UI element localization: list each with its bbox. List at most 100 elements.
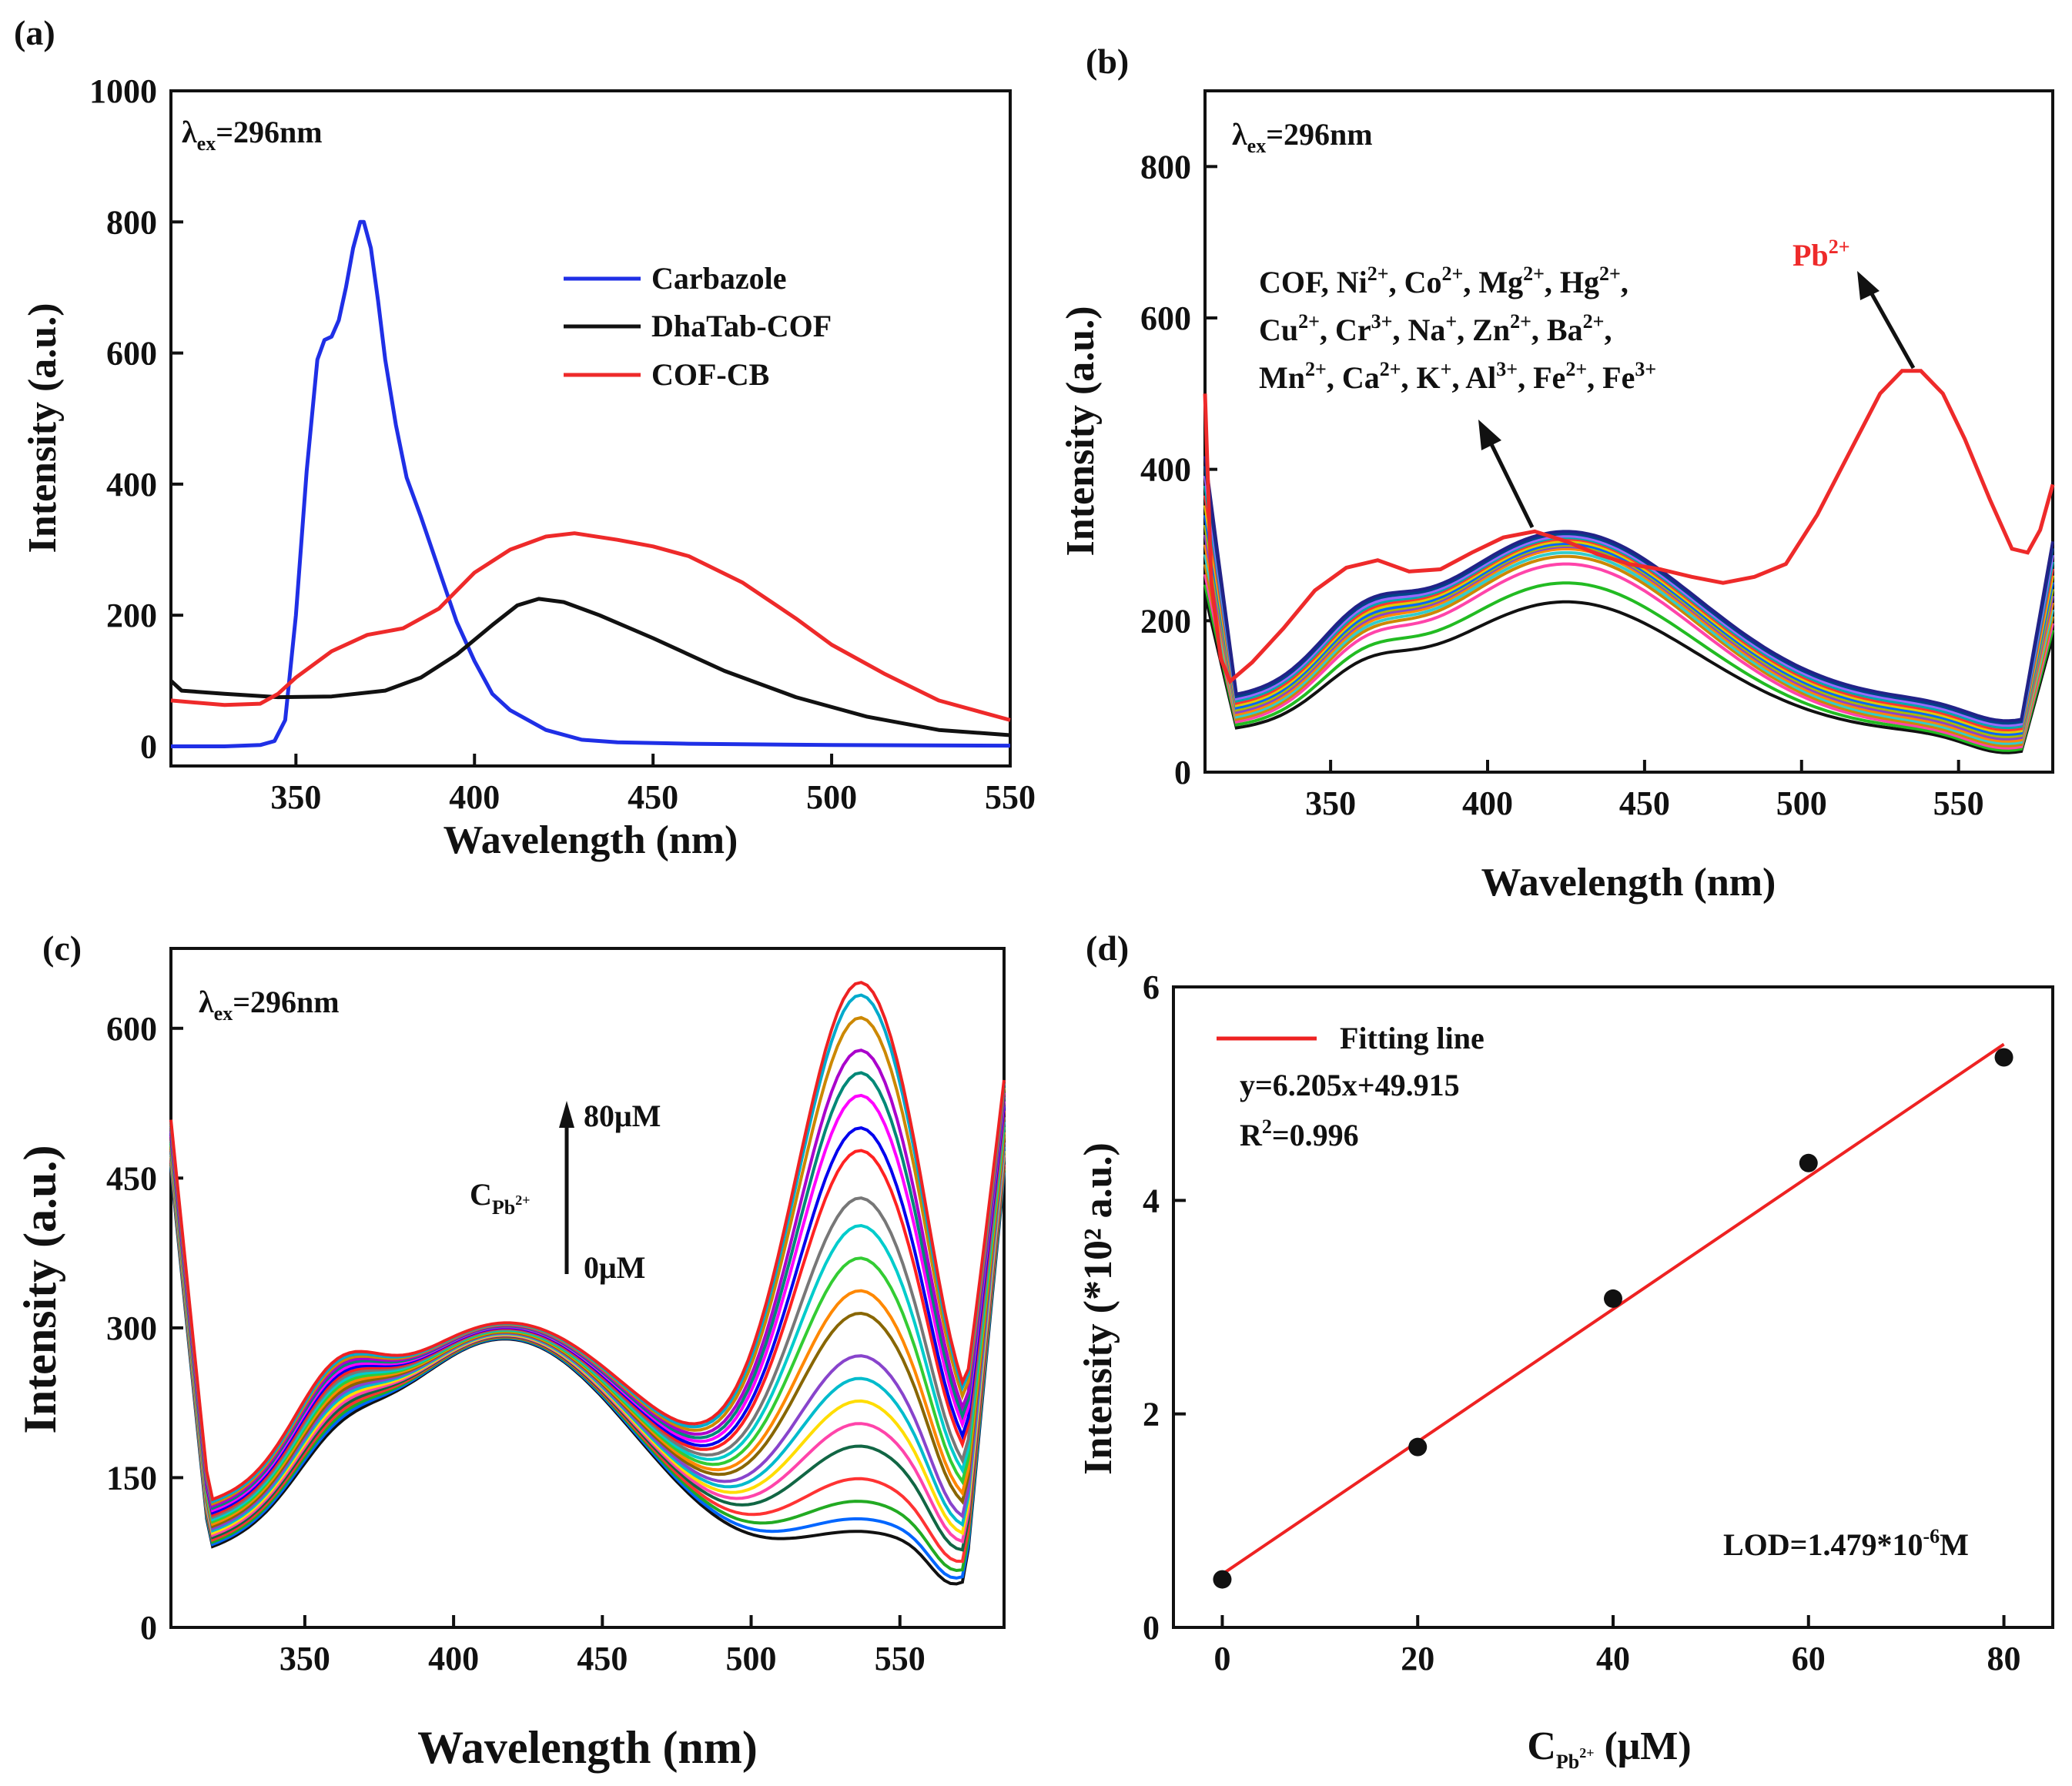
panel-d-series <box>1213 1042 2013 1589</box>
x-tick-label: 60 <box>1792 1640 1826 1677</box>
panel-d-x-title: CPb2+ (μM) <box>1527 1724 1691 1773</box>
y-tick-label: 1000 <box>89 72 157 110</box>
ion-spectrum <box>1203 581 2054 752</box>
x-tick-label: 40 <box>1596 1640 1630 1677</box>
fit-equation: y=6.205x+49.915 <box>1240 1068 1460 1102</box>
x-tick-label: 500 <box>726 1640 777 1677</box>
series-dhatab-cof <box>169 597 1011 737</box>
y-tick-label: 200 <box>106 597 157 634</box>
data-point <box>1213 1570 1232 1589</box>
pb-label: Pb2+ <box>1792 236 1850 273</box>
x-tick-label: 350 <box>1305 784 1356 822</box>
panel-c-ticks: 350 400 450 500 550 0 150 300 450 600 <box>106 1010 926 1677</box>
panel-d-y-title: Intensity (*10² a.u.) <box>1076 1142 1120 1475</box>
panel-a-ticks: 350 400 450 500 550 0 200 400 600 800 1000 <box>89 72 1036 816</box>
y-tick-label: 0 <box>140 727 157 765</box>
y-tick-label: 600 <box>1140 299 1191 337</box>
series-cof-cb <box>170 531 1011 722</box>
panel-b-ticks: 350 400 450 500 550 0 200 400 600 800 <box>1140 148 1984 822</box>
y-tick-label: 2 <box>1143 1396 1160 1433</box>
ion-spectrum <box>1203 466 2054 725</box>
y-tick-label: 400 <box>1140 451 1191 489</box>
panel-a: (a) 350 400 450 500 550 0 200 400 600 800 1000 λex… <box>14 13 1036 862</box>
ion-spectrum <box>1203 485 2054 730</box>
ion-spectrum <box>1203 495 2054 732</box>
data-point <box>1799 1153 1818 1172</box>
arrow-top-label: 80μM <box>584 1099 661 1133</box>
panel-d-ticks: 0 20 40 60 80 0 2 4 6 <box>1143 968 2021 1677</box>
ion-spectrum <box>1203 505 2054 734</box>
legend-carbazole-label: Carbazole <box>651 261 787 296</box>
y-tick-label: 600 <box>106 335 157 373</box>
panel-a-label: (a) <box>14 13 55 52</box>
fitting-line <box>1221 1042 2005 1576</box>
x-tick-label: 80 <box>1987 1640 2021 1677</box>
panel-c: (c) 350 400 450 500 550 0 150 300 450 600 λex=296… <box>15 928 1006 1773</box>
legend-cof-cb-label: COF-CB <box>651 357 769 392</box>
panel-c-frame <box>169 947 1006 1629</box>
y-tick-label: 600 <box>106 1010 157 1048</box>
y-tick-label: 400 <box>106 466 157 503</box>
panel-b-excitation-label: λex=296nm <box>1232 117 1373 157</box>
x-tick-label: 400 <box>449 778 500 816</box>
ion-spectrum <box>1203 544 2054 743</box>
panel-b-y-title: Intensity (a.u.) <box>1059 306 1103 556</box>
panel-a-frame <box>169 89 1012 768</box>
concentration-label: CPb2+ <box>470 1177 531 1219</box>
panel-c-excitation-label: λex=296nm <box>199 985 340 1025</box>
panel-a-x-title: Wavelength (nm) <box>444 818 738 862</box>
fit-r-squared: R2=0.996 <box>1240 1115 1359 1152</box>
panel-d-legend: Fitting line <box>1217 1021 1485 1055</box>
data-point <box>1604 1289 1622 1308</box>
y-tick-label: 6 <box>1143 968 1160 1006</box>
ion-spectrum <box>1203 594 2054 754</box>
x-tick-label: 450 <box>1619 784 1670 822</box>
ion-spectrum <box>1203 550 2054 745</box>
x-tick-label: 350 <box>270 778 321 816</box>
x-tick-label: 500 <box>806 778 857 816</box>
panel-d-label: (d) <box>1086 928 1129 968</box>
x-tick-label: 550 <box>1933 784 1984 822</box>
x-tick-label: 0 <box>1213 1640 1230 1677</box>
y-tick-label: 0 <box>140 1609 157 1647</box>
panel-b-label: (b) <box>1086 42 1129 81</box>
y-tick-label: 150 <box>106 1459 157 1497</box>
ion-list-line-1: COF, Ni2+, Co2+, Mg2+, Hg2+, <box>1259 263 1628 299</box>
panel-a-series <box>169 219 1011 748</box>
legend-dhatab-cof-label: DhaTab-COF <box>651 309 832 343</box>
y-tick-label: 4 <box>1143 1182 1160 1219</box>
ion-list-line-3: Mn2+, Ca2+, K+, Al3+, Fe2+, Fe3+ <box>1259 358 1656 395</box>
x-tick-label: 400 <box>1462 784 1513 822</box>
data-point <box>1408 1437 1428 1457</box>
x-tick-label: 550 <box>985 778 1036 816</box>
x-tick-label: 550 <box>875 1640 926 1677</box>
panel-d: (d) 0 20 40 60 80 0 2 4 6 Fitting line y=6.205x+… <box>1076 928 2054 1773</box>
lod-label: LOD=1.479*10-6M <box>1723 1525 1969 1562</box>
panel-c-series <box>169 981 1006 1586</box>
panel-b: (b) 350 400 450 500 550 0 200 400 600 800 λex=296… <box>1059 42 2055 905</box>
x-tick-label: 450 <box>577 1640 628 1677</box>
panel-a-legend: Carbazole DhaTab-COF COF-CB <box>564 261 832 392</box>
y-tick-label: 200 <box>1140 602 1191 640</box>
concentration-arrow <box>559 1101 574 1274</box>
y-tick-label: 800 <box>106 203 157 241</box>
pb-arrow <box>1857 271 1916 370</box>
x-tick-label: 450 <box>628 778 678 816</box>
y-tick-label: 450 <box>106 1159 157 1197</box>
panel-c-x-title: Wavelength (nm) <box>417 1722 758 1773</box>
panel-a-excitation-label: λex=296nm <box>182 115 323 155</box>
ion-spectrum <box>1203 554 2054 748</box>
titration-spectrum <box>169 981 1006 1502</box>
y-tick-label: 0 <box>1143 1609 1160 1647</box>
ion-spectrum <box>1203 475 2054 727</box>
ion-spectrum <box>1203 456 2054 723</box>
panel-a-y-title: Intensity (a.u.) <box>21 303 65 553</box>
x-tick-label: 500 <box>1776 784 1827 822</box>
series-pb2plus <box>1203 369 2055 685</box>
y-tick-label: 0 <box>1174 754 1191 791</box>
x-tick-label: 20 <box>1401 1640 1434 1677</box>
x-tick-label: 350 <box>280 1640 330 1677</box>
panel-b-series <box>1203 369 2055 754</box>
panel-b-x-title: Wavelength (nm) <box>1481 861 1776 905</box>
